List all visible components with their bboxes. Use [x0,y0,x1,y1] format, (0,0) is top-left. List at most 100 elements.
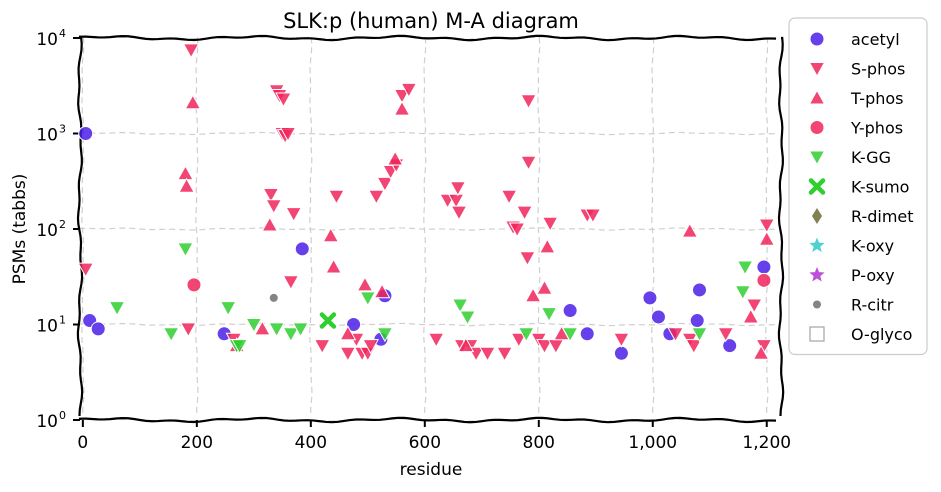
x-tick-label: 1,200 [742,433,791,453]
data-point [178,177,195,193]
y-gridline [79,131,777,136]
legend-label: S-phos [851,60,905,79]
series-k-gg [108,242,754,355]
y-tick-exponent: 2 [59,218,66,231]
data-point [177,165,194,181]
data-point [457,337,475,353]
data-point [362,339,380,355]
data-point [742,308,760,324]
data-points [77,43,776,362]
data-point [328,189,345,205]
legend-label: R-dimet [851,207,914,226]
legend-marker [808,62,826,78]
legend-marker [808,178,826,195]
data-point [689,313,705,329]
data-point [479,346,496,362]
frame-right [777,36,785,417]
legend-label: K-GG [851,148,891,167]
data-point [561,327,579,343]
data-point [346,317,362,332]
frame-left [76,36,84,417]
data-point [562,303,578,319]
legend-label: O-glyco [851,325,912,344]
y-tick-label: 10 [36,30,58,50]
legend-label: Y-phos [850,119,903,138]
data-point [262,187,280,203]
data-point [736,260,754,276]
frame-top [78,34,777,42]
legend-marker [808,89,826,105]
data-point [650,309,666,325]
series-r-citr [269,293,278,302]
y-tick-exponent: 3 [59,123,66,136]
data-point [268,322,285,338]
data-point [269,293,278,302]
data-point [292,322,309,338]
data-point [231,339,248,355]
legend-marker [809,31,825,47]
data-point [520,94,537,110]
data-point [500,189,518,205]
y-gridline [79,227,777,231]
data-point [356,276,374,292]
data-point [667,327,684,343]
data-point [219,301,237,317]
data-point [752,344,770,360]
y-tick-label: 10 [36,412,58,432]
data-point [282,275,300,291]
legend-label: K-oxy [851,237,894,256]
series-y-phos [186,272,772,293]
data-point [517,327,535,343]
data-point [691,327,708,343]
y-tick-exponent: 1 [59,314,66,327]
data-point [459,310,476,326]
y-tick-exponent: 0 [59,409,66,422]
data-point [186,277,202,293]
data-point [579,326,595,342]
data-point [279,127,297,143]
data-point [451,298,469,314]
data-point [447,193,465,209]
data-point [325,258,342,274]
data-point [368,189,385,205]
y-tick-label: 10 [36,126,58,146]
data-point [536,339,553,355]
data-point [520,155,537,171]
y-axis-label: PSMs (tabbs) [10,174,30,285]
data-point [261,216,279,232]
data-point [339,325,357,341]
x-gridline [765,37,769,417]
data-point [613,332,630,348]
data-point [734,285,752,301]
data-point [450,205,468,221]
data-point [285,207,303,223]
data-point [508,222,526,238]
data-point [717,327,735,343]
data-point [294,241,310,257]
data-point [449,181,467,197]
data-point [282,327,300,343]
data-point [254,320,271,336]
data-point [177,242,194,258]
data-point [758,218,776,234]
data-point [78,126,94,141]
data-point [108,301,126,317]
x-tick-label: 0 [77,433,88,453]
legend-marker [809,237,825,252]
data-point [427,332,445,348]
data-point [584,208,602,224]
data-point [386,150,404,166]
legend-marker [808,150,826,166]
data-point [745,298,763,314]
legend-label: acetyl [851,30,900,49]
data-point [756,272,772,288]
data-point [516,205,533,221]
x-tick-label: 800 [523,433,555,453]
data-point [245,318,263,334]
data-point [681,222,699,238]
legend-marker [812,208,822,224]
data-point [692,282,708,298]
